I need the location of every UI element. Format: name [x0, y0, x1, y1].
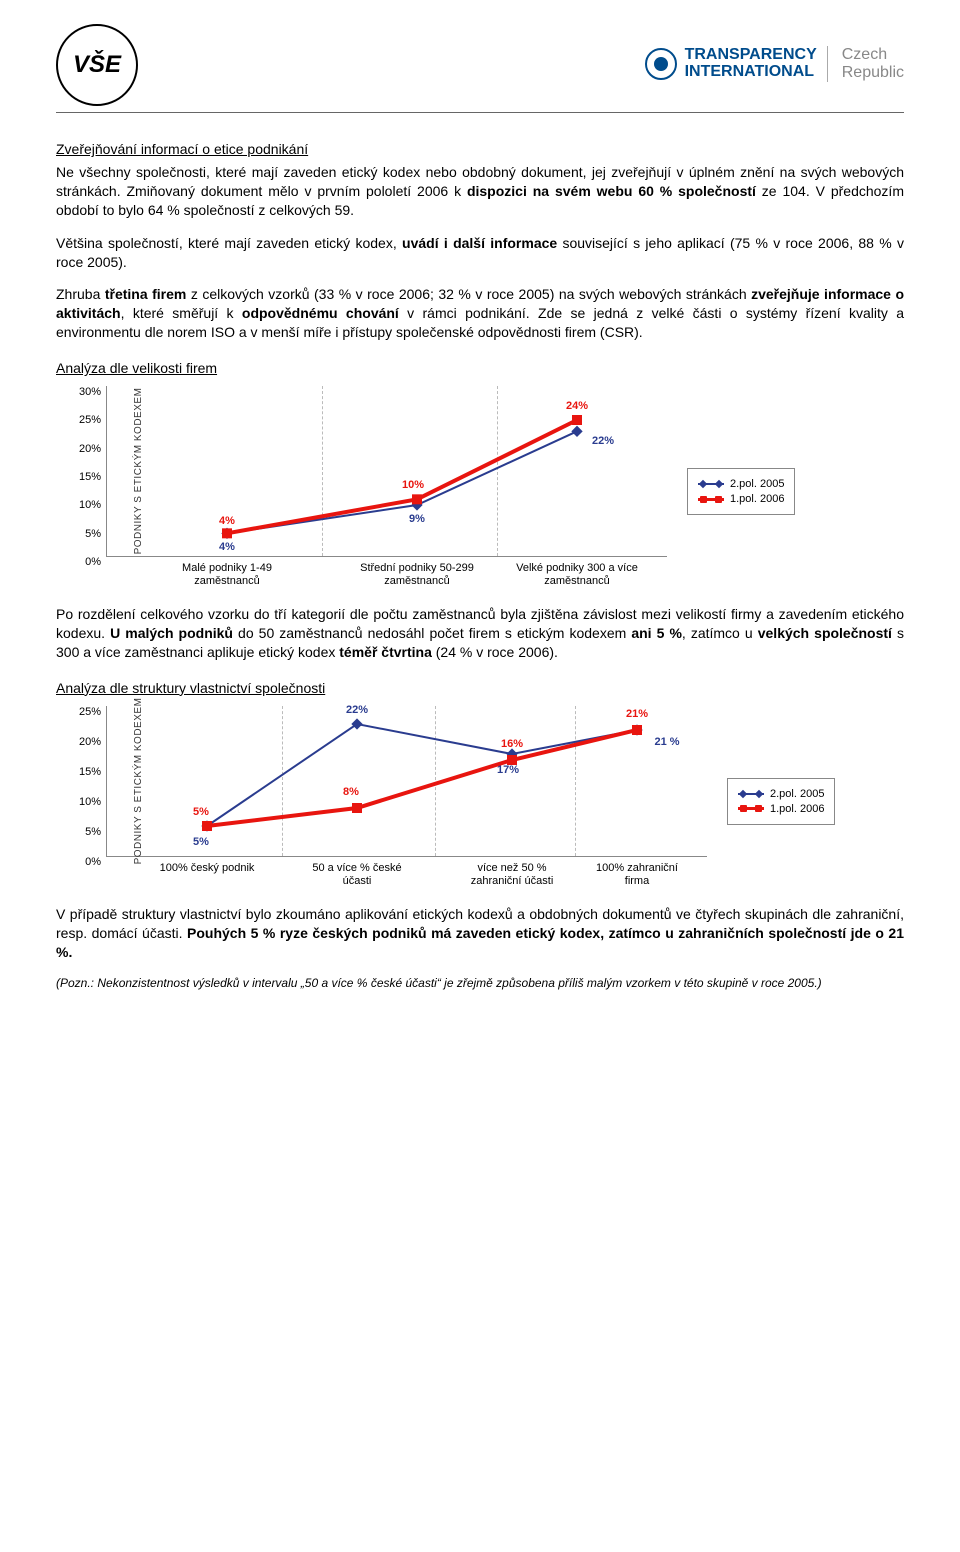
legend-row-2006: 1.pol. 2006 [738, 803, 824, 815]
para-4: Po rozdělení celkového vzorku do tří kat… [56, 605, 904, 662]
chart-ownership-legend: 2.pol. 2005 1.pol. 2006 [727, 778, 835, 825]
ti-line1: TRANSPARENCY [685, 47, 817, 64]
page: VŠE TRANSPARENCY INTERNATIONAL Czech Rep… [0, 0, 960, 1046]
legend-swatch-red [698, 498, 724, 501]
ti-icon [645, 48, 677, 80]
para-note: (Pozn.: Nekonzistentnost výsledků v inte… [56, 975, 904, 991]
ti-line2: INTERNATIONAL [685, 64, 817, 81]
ti-logo: TRANSPARENCY INTERNATIONAL [645, 47, 817, 81]
cz-line1: Czech [842, 46, 904, 64]
section-title-ownership: Analýza dle struktury vlastnictví společ… [56, 680, 904, 696]
para-1: Ne všechny společnosti, které mají zaved… [56, 163, 904, 220]
cz-label: Czech Republic [827, 46, 904, 81]
cz-line2: Republic [842, 64, 904, 82]
para-2: Většina společností, které mají zaveden … [56, 234, 904, 272]
chart-by-size: PODNIKY S ETICKÝM KODEXEM0%5%10%15%20%25… [106, 386, 667, 557]
legend-row-2005: 2.pol. 2005 [698, 478, 784, 490]
section-title-size: Analýza dle velikosti firem [56, 360, 904, 376]
legend-row-2006: 1.pol. 2006 [698, 493, 784, 505]
vse-logo-text: VŠE [73, 51, 121, 79]
legend-swatch-blue [698, 483, 724, 485]
chart-by-ownership: PODNIKY S ETICKÝM KODEXEM0%5%10%15%20%25… [106, 706, 707, 857]
legend-row-2005: 2.pol. 2005 [738, 788, 824, 800]
chart-size-wrap: PODNIKY S ETICKÝM KODEXEM0%5%10%15%20%25… [56, 386, 904, 597]
vse-logo-circle: VŠE [56, 24, 138, 106]
vse-logo: VŠE [56, 24, 136, 104]
legend-swatch-blue [738, 793, 764, 795]
chart-size-legend: 2.pol. 2005 1.pol. 2006 [687, 468, 795, 515]
para-3: Zhruba třetina firem z celkových vzorků … [56, 285, 904, 342]
para-5: V případě struktury vlastnictví bylo zko… [56, 905, 904, 962]
chart-ownership-wrap: PODNIKY S ETICKÝM KODEXEM0%5%10%15%20%25… [56, 706, 904, 897]
legend-swatch-red [738, 807, 764, 810]
ti-logo-block: TRANSPARENCY INTERNATIONAL Czech Republi… [645, 46, 904, 81]
page-header: VŠE TRANSPARENCY INTERNATIONAL Czech Rep… [56, 24, 904, 113]
section-title-publishing: Zveřejňování informací o etice podnikání [56, 141, 904, 157]
